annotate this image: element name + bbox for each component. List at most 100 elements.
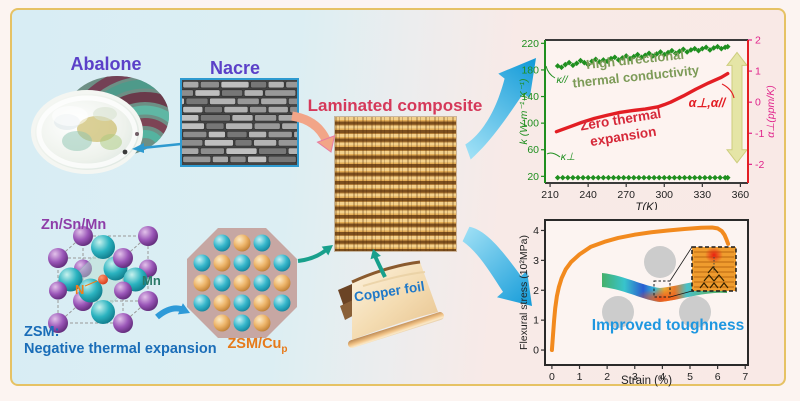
nacre-patch (100, 134, 122, 150)
nacre-platelet (225, 147, 258, 155)
nacre-platelet (194, 89, 221, 97)
y-tick-label: 0 (533, 345, 539, 357)
cu-particle (213, 294, 231, 312)
cu-particle (213, 254, 231, 272)
nacre-platelet (221, 89, 243, 97)
nacre-platelet (182, 147, 200, 155)
nacre-platelet (182, 139, 204, 147)
data-point (707, 47, 713, 53)
nacre-platelet (185, 97, 209, 105)
foil-top-edge (351, 260, 421, 284)
x-tick-label: 1 (577, 371, 583, 383)
nitrogen-atom (98, 274, 108, 285)
zsm-particle (273, 254, 291, 272)
nacre-platelet (267, 81, 285, 89)
bottom-roller-right (679, 296, 711, 328)
x-tick-label: 0 (549, 371, 555, 383)
nacre-platelet (264, 89, 297, 97)
data-point (707, 174, 713, 181)
data-point (696, 174, 703, 181)
zsm-cu-label: ZSM/Cup (210, 336, 305, 355)
zsm-particle (193, 254, 211, 272)
x-tick-label: 3 (632, 371, 638, 383)
zsm-cu-label-text: ZSM/Cu (227, 336, 282, 352)
zsm-particle (213, 274, 231, 292)
nacre-platelet (277, 139, 297, 147)
abalone-shell-image (31, 76, 169, 174)
left-tick-label: 220 (521, 38, 539, 50)
nacre-platelet (267, 106, 289, 114)
zsm-particle (233, 294, 251, 312)
data-point (646, 174, 652, 181)
nacre-platelet (204, 106, 223, 114)
nacre-platelet (223, 106, 249, 114)
data-point (580, 174, 586, 181)
crack-bridging-marks (699, 266, 729, 289)
right-tick-label: -2 (755, 159, 764, 171)
left-tick-label: 20 (527, 171, 539, 183)
zsm-particle (253, 274, 271, 292)
data-point (717, 174, 723, 181)
x-axis-title: T(K) (635, 202, 658, 210)
data-point (671, 174, 678, 181)
nacre-patch (93, 107, 117, 121)
foil-fold-line (362, 271, 426, 287)
left-tick-label: 60 (527, 144, 539, 156)
nacre-platelet (182, 106, 204, 114)
x-tick-label: 4 (659, 371, 665, 383)
nacre-platelet (248, 130, 267, 138)
nacre-platelet (281, 122, 297, 130)
nacre-platelet (254, 114, 277, 122)
nacre-patch (62, 131, 92, 151)
data-point (691, 174, 698, 181)
left-tick-label: 100 (521, 118, 539, 130)
cu-particle (253, 294, 271, 312)
zsm-cu-octagon (187, 228, 297, 338)
zsm-cu-label-subscript: p (281, 343, 288, 355)
cu-particle (193, 274, 211, 292)
shell-highlight (52, 106, 88, 126)
y-tick-label: 3 (533, 255, 539, 267)
data-point (703, 44, 709, 51)
zsm-particle (233, 254, 251, 272)
top-roller (644, 246, 676, 278)
cu-particle (253, 314, 271, 332)
nacre-platelet (208, 130, 226, 138)
shell-hole (122, 149, 128, 155)
abalone-label: Abalone (70, 54, 142, 74)
nacre-platelet (182, 89, 194, 97)
kappa-perp-label: κ⊥ (561, 151, 575, 163)
foil-rolled-edge (348, 312, 444, 348)
corner-atoms-front (48, 248, 133, 333)
x-tick-label: 2 (604, 371, 610, 383)
nacre-platelet (205, 122, 225, 130)
data-point (605, 174, 612, 181)
zn-sn-mn-label: Zn/Sn/Mn (41, 217, 107, 233)
data-point (573, 60, 580, 67)
nacre-platelet (247, 155, 267, 163)
shell-rim (36, 95, 138, 169)
right-tick-label: 1 (755, 66, 761, 78)
nacre-platelet (182, 81, 200, 89)
right-tick-label: 0 (755, 97, 761, 109)
x-tick-label: 360 (732, 189, 750, 201)
nacre-platelet (267, 130, 293, 138)
bending-beam (602, 273, 727, 302)
x-tick-label: 210 (541, 189, 559, 201)
flexural-stress-chart: 0 1 2 3 4 5 6 7 0 1 2 3 4 Improved toughness Flexural… (518, 219, 749, 387)
particle-grid (193, 234, 291, 332)
nacre-platelet (226, 130, 248, 138)
data-point (611, 54, 618, 61)
kappa-perp-pointer (546, 152, 561, 158)
nacre-platelet (250, 81, 267, 89)
nacre-platelet (234, 139, 253, 147)
nacre-platelet (277, 114, 297, 122)
nacre-platelet (231, 114, 254, 122)
cu-particle (213, 314, 231, 332)
fem-simulation-inset (602, 246, 737, 328)
nacre-platelet (225, 122, 253, 130)
nacre-platelet (258, 147, 287, 155)
nacre-platelet (289, 106, 297, 114)
kappa-parallel-label: κ// (556, 74, 568, 86)
